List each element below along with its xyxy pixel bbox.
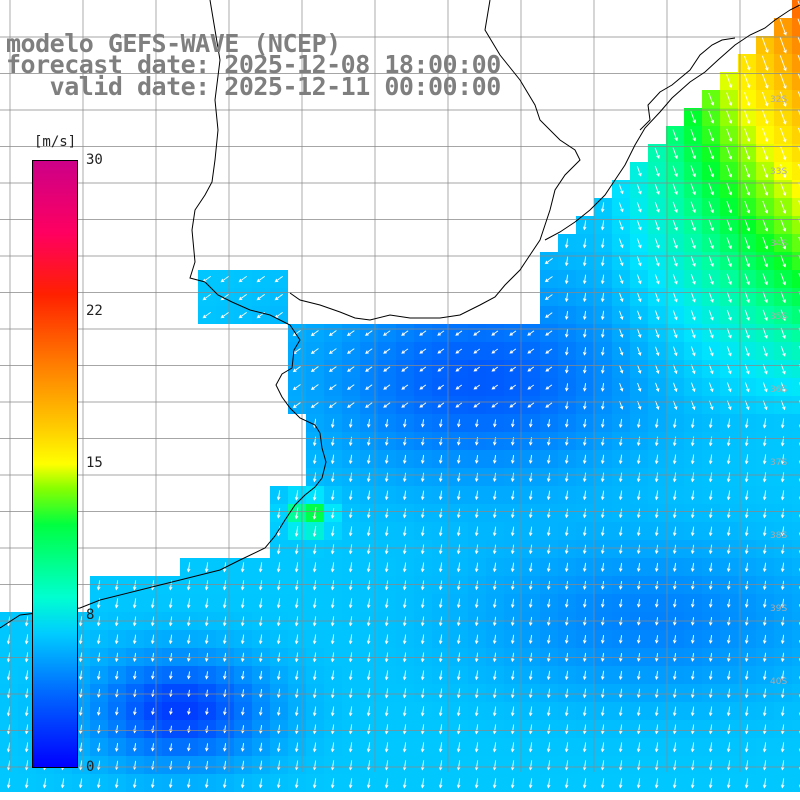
colorbar-tick-0: 0 <box>86 759 95 775</box>
valid-date: valid date: 2025-12-11 00:00:00 <box>6 72 502 101</box>
lat-label: 36S <box>770 385 788 395</box>
lat-label: 32S <box>770 95 788 105</box>
colorbar-unit: [m/s] <box>34 134 77 150</box>
coastline <box>0 0 800 629</box>
lat-label: 34S <box>770 239 788 249</box>
lat-label: 40S <box>770 677 788 687</box>
coastline-north <box>639 37 736 131</box>
lat-label: 38S <box>770 531 788 541</box>
lat-label: 33S <box>770 167 788 177</box>
model-title: modelo GEFS-WAVE (NCEP) <box>6 29 341 58</box>
forecast-date: forecast date: 2025-12-08 18:00:00 <box>6 50 501 79</box>
lat-label: 37S <box>770 458 788 468</box>
colorbar-tick-22: 22 <box>86 303 103 319</box>
wind-direction-arrows <box>6 0 800 789</box>
lat-label: 35S <box>770 312 788 322</box>
lat-lon-grid <box>0 0 800 772</box>
colorbar <box>32 160 78 768</box>
colorbar-tick-15: 15 <box>86 455 103 471</box>
lat-label: 39S <box>770 604 788 614</box>
colorbar-tick-30: 30 <box>86 152 103 168</box>
colorbar-tick-8: 8 <box>86 607 95 623</box>
